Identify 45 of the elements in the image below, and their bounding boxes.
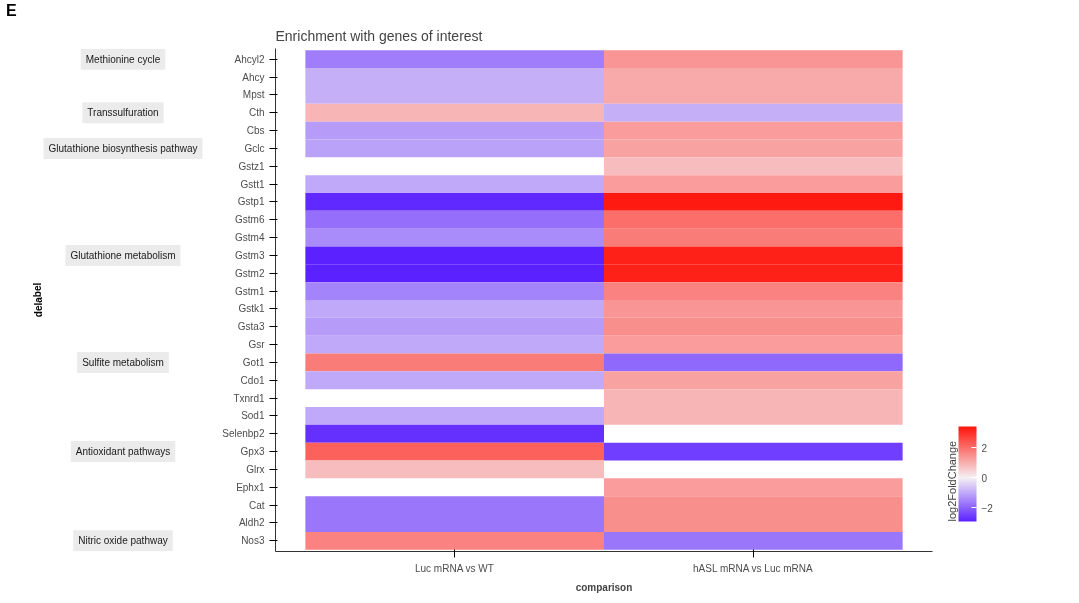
y-tick-label: Gstp1	[237, 196, 265, 208]
y-tick-label: Glrx	[246, 463, 265, 475]
y-tick-label: Txnrd1	[233, 392, 265, 404]
y-tick-label: Sod1	[241, 410, 265, 422]
color-bar-label: 2	[981, 442, 988, 454]
chart-title: Enrichment with genes of interest	[275, 27, 483, 44]
y-tick-label: Gstm1	[235, 285, 265, 297]
y-tick-label: Cbs	[246, 125, 265, 137]
y-tick-label: Got1	[242, 356, 265, 368]
y-tick-label: Gclc	[244, 142, 265, 154]
color-bar-label: −2	[981, 502, 994, 514]
x-tick-label: hASL mRNA vs Luc mRNA	[693, 562, 814, 574]
y-tick-label: Gstm2	[235, 267, 265, 279]
color-bar-label: 0	[981, 472, 988, 484]
x-axis-title: comparison	[575, 581, 633, 593]
y-tick-label: Cth	[248, 107, 265, 119]
y-tick-label: Selenbp2	[222, 428, 265, 440]
text: delabel	[32, 282, 44, 318]
color-bar-title: log2FoldChange	[945, 440, 958, 522]
y-tick-label: Gpx3	[240, 446, 265, 458]
y-tick-label: Gstt1	[240, 178, 265, 190]
y-tick-label: Gstk1	[238, 303, 265, 315]
y-tick-label: Gstz1	[238, 160, 265, 172]
y2-tick-label: Methionine cycle	[85, 53, 161, 65]
y-tick-label: Aldh2	[238, 517, 265, 529]
y-tick-label: Gstm3	[235, 249, 265, 261]
y-tick-label: Ephx1	[236, 481, 265, 493]
y2-tick-label: Glutathione metabolism	[70, 249, 176, 261]
y-tick-label: Gsr	[248, 339, 266, 351]
y2-tick-label: Sulfite metabolism	[82, 356, 164, 368]
y2-tick-label: Antioxidant pathways	[75, 446, 171, 458]
x-tick-label: Luc mRNA vs WT	[414, 562, 494, 574]
y2-tick-label: Glutathione biosynthesis pathway	[48, 142, 198, 154]
y-tick-label: Ahcyl2	[234, 53, 265, 65]
text: E	[6, 1, 17, 21]
y-tick-label: Cat	[248, 499, 265, 511]
y-tick-label: Cdo1	[240, 374, 265, 386]
y-tick-label: Gstm6	[235, 214, 265, 226]
y-tick-label: Nos3	[241, 535, 265, 547]
y-tick-label: Mpst	[242, 89, 265, 101]
y2-tick-label: Transsulfuration	[87, 107, 159, 119]
y-tick-label: Ahcy	[242, 71, 265, 83]
y2-tick-label: Nitric oxide pathway	[78, 535, 168, 547]
y-tick-label: Gsta3	[237, 321, 265, 333]
y-tick-label: Gstm4	[235, 232, 265, 244]
